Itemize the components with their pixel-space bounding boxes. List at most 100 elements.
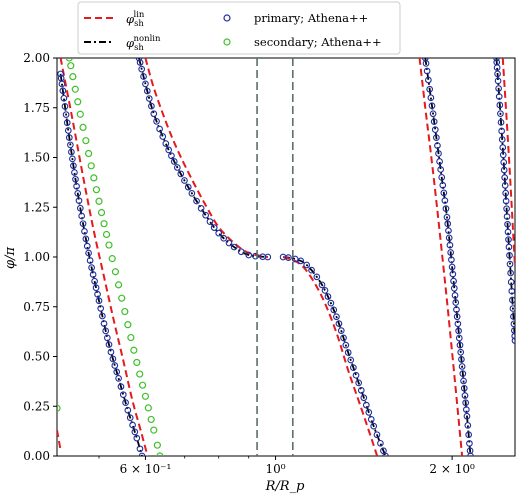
primary-point bbox=[245, 251, 253, 259]
primary-point bbox=[113, 368, 121, 376]
primary-point bbox=[150, 110, 158, 118]
secondary-point bbox=[108, 255, 116, 263]
primary-point bbox=[71, 169, 78, 176]
primary-point bbox=[445, 227, 452, 235]
primary-point bbox=[181, 177, 188, 184]
primary-point bbox=[173, 164, 181, 171]
x-tick-label: 10⁰ bbox=[266, 462, 286, 476]
primary-point bbox=[444, 220, 452, 228]
primary-point bbox=[170, 158, 178, 165]
y-tick-label: 0.00 bbox=[23, 449, 50, 463]
primary-point bbox=[99, 312, 106, 320]
primary-point bbox=[81, 227, 88, 235]
y-tick-label: 1.75 bbox=[23, 101, 50, 115]
primary-point bbox=[103, 334, 111, 342]
primary-point bbox=[367, 416, 375, 423]
primary-point bbox=[430, 118, 438, 126]
secondary-point bbox=[147, 415, 155, 424]
primary-point bbox=[498, 127, 506, 135]
primary-point bbox=[342, 341, 350, 349]
primary-point bbox=[510, 313, 515, 320]
primary-point bbox=[109, 355, 117, 363]
secondary-point bbox=[79, 123, 87, 132]
secondary-point bbox=[82, 137, 90, 145]
primary-point bbox=[136, 445, 144, 453]
primary-point bbox=[441, 197, 449, 204]
nonlin-line-right-curve bbox=[424, 58, 472, 456]
primary-point bbox=[105, 341, 113, 348]
primary-point bbox=[313, 273, 321, 281]
primary-point bbox=[429, 110, 437, 118]
primary-point bbox=[431, 126, 439, 133]
primary-point bbox=[511, 332, 515, 340]
primary-point bbox=[168, 152, 175, 160]
primary-point bbox=[138, 452, 146, 456]
y-tick-label: 0.25 bbox=[23, 399, 50, 413]
primary-point bbox=[107, 348, 115, 356]
primary-point bbox=[68, 148, 75, 156]
secondary-point bbox=[138, 381, 147, 389]
primary-point bbox=[452, 299, 460, 306]
primary-point bbox=[502, 189, 510, 197]
primary-point bbox=[133, 434, 141, 442]
plot-area bbox=[56, 57, 516, 457]
x-tick-label: 6 × 10⁻¹ bbox=[120, 462, 172, 476]
primary-point bbox=[459, 370, 467, 377]
primary-point bbox=[434, 142, 441, 149]
primary-point bbox=[462, 399, 470, 407]
primary-point bbox=[504, 220, 511, 228]
primary-point bbox=[466, 440, 473, 447]
legend: φshlin φshnonlin primary; Athena++ secondar… bbox=[77, 1, 401, 55]
primary-point bbox=[423, 67, 431, 75]
legend-label-secondary: secondary; Athena++ bbox=[254, 35, 382, 49]
primary-point bbox=[308, 266, 315, 274]
primary-point bbox=[67, 141, 74, 149]
primary-point bbox=[443, 213, 451, 221]
secondary-point bbox=[124, 321, 132, 329]
primary-point bbox=[446, 241, 454, 249]
primary-point bbox=[197, 205, 205, 212]
primary-point bbox=[86, 257, 94, 264]
primary-point bbox=[115, 375, 122, 382]
primary-point bbox=[511, 337, 515, 344]
legend-label-nonlin: φshnonlin bbox=[126, 34, 161, 53]
primary-point bbox=[327, 299, 335, 307]
primary-point bbox=[83, 242, 91, 250]
primary-point bbox=[74, 189, 82, 197]
legend-swatch-primary bbox=[223, 14, 231, 22]
primary-point bbox=[335, 320, 343, 327]
primary-point bbox=[206, 218, 214, 225]
primary-point bbox=[252, 252, 259, 260]
primary-point bbox=[450, 277, 457, 285]
primary-point bbox=[129, 421, 136, 429]
primary-point bbox=[72, 175, 79, 183]
primary-point bbox=[508, 287, 515, 295]
nonlin-line-far-right-curve bbox=[495, 58, 515, 341]
primary-point bbox=[350, 364, 357, 371]
legend-label-lin: φshlin bbox=[126, 10, 145, 29]
primary-point bbox=[437, 166, 445, 173]
primary-point bbox=[382, 452, 389, 456]
primary-point bbox=[140, 73, 147, 80]
primary-point bbox=[330, 306, 338, 314]
primary-point bbox=[210, 224, 218, 231]
secondary-point bbox=[90, 174, 98, 182]
x-axis: 6 × 10⁻¹ 10⁰ 2 × 10⁰ bbox=[98, 456, 475, 476]
primary-point bbox=[370, 422, 378, 430]
primary-point bbox=[497, 110, 504, 117]
secondary-point bbox=[136, 370, 144, 378]
primary-point bbox=[126, 414, 134, 422]
secondary-point bbox=[67, 62, 75, 70]
primary-point bbox=[460, 384, 468, 392]
nonlin-line-center-right bbox=[282, 256, 387, 456]
primary-point bbox=[230, 243, 238, 251]
primary-point bbox=[455, 334, 463, 342]
primary-point bbox=[264, 253, 272, 261]
primary-point bbox=[362, 401, 370, 409]
primary-point bbox=[215, 229, 223, 237]
primary-point bbox=[85, 249, 92, 257]
primary-point bbox=[454, 320, 462, 328]
x-axis-label: R/R_p bbox=[265, 479, 305, 494]
primary-point bbox=[102, 327, 110, 335]
primary-point bbox=[422, 60, 430, 67]
